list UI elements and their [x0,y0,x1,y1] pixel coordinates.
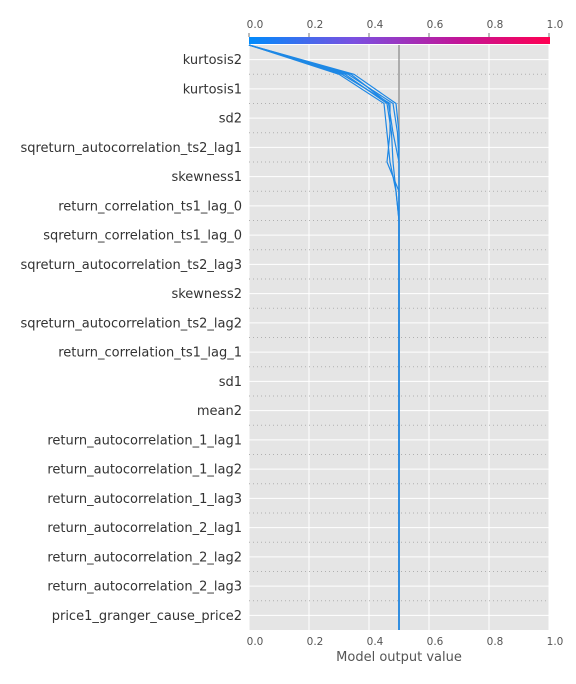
x-axis-title: Model output value [336,650,462,665]
top-tick-label-0: 0.0 [247,19,264,31]
feature-label-3: return_autocorrelation_2_lag1 [47,521,242,536]
top-tick-label-4: 0.8 [487,19,504,31]
bottom-tick-label-1: 0.2 [307,636,324,648]
bottom-tick-label-0: 0.0 [247,636,264,648]
feature-label-8: sd1 [219,375,242,390]
feature-label-0: price1_granger_cause_price2 [52,609,242,624]
feature-label-12: sqreturn_autocorrelation_ts2_lag3 [20,258,242,273]
decision-line-5 [248,44,400,630]
feature-label-11: skewness2 [171,287,242,302]
feature-label-9: return_correlation_ts1_lag_1 [58,346,242,361]
bottom-tick-labels: 0.0 0.2 0.4 0.6 0.8 1.0 [247,636,564,648]
bottom-tick-label-2: 0.4 [367,636,384,648]
feature-label-7: mean2 [197,404,242,419]
bottom-tick-label-4: 0.8 [487,636,504,648]
feature-label-5: return_autocorrelation_1_lag2 [47,463,242,478]
colorbar [249,37,550,44]
top-tick-label-1: 0.2 [307,19,324,31]
feature-label-1: return_autocorrelation_2_lag3 [47,580,242,595]
feature-label-10: sqreturn_autocorrelation_ts2_lag2 [20,316,242,331]
top-tick-label-5: 1.0 [547,19,564,31]
top-tick-label-2: 0.4 [367,19,384,31]
feature-label-14: return_correlation_ts1_lag_0 [58,199,242,214]
feature-label-17: sd2 [219,112,242,127]
feature-label-2: return_autocorrelation_2_lag2 [47,550,242,565]
feature-label-13: sqreturn_correlation_ts1_lag_0 [43,229,242,244]
feature-label-4: return_autocorrelation_1_lag3 [47,492,242,507]
feature-label-18: kurtosis1 [183,82,242,97]
feature-label-6: return_autocorrelation_1_lag1 [47,433,242,448]
bottom-tick-label-3: 0.6 [427,636,444,648]
feature-labels: price1_granger_cause_price2 return_autoco… [20,53,242,624]
bottom-tick-label-5: 1.0 [547,636,564,648]
decision-lines [248,44,400,630]
top-tick-labels: 0.0 0.2 0.4 0.6 0.8 1.0 [247,19,564,37]
top-tick-label-3: 0.6 [427,19,444,31]
feature-label-16: sqreturn_autocorrelation_ts2_lag1 [20,141,242,156]
feature-label-19: kurtosis2 [183,53,242,68]
feature-label-15: skewness1 [171,170,242,185]
